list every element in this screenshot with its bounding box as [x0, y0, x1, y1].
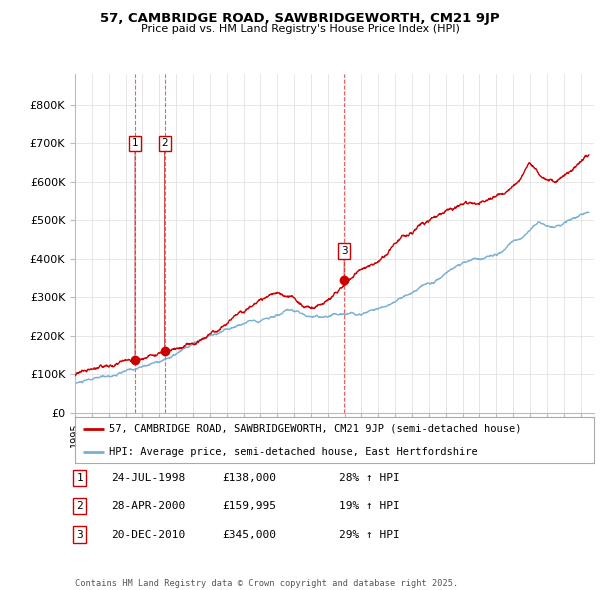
Text: 24-JUL-1998: 24-JUL-1998: [111, 473, 185, 483]
Text: 20-DEC-2010: 20-DEC-2010: [111, 530, 185, 539]
Text: HPI: Average price, semi-detached house, East Hertfordshire: HPI: Average price, semi-detached house,…: [109, 447, 478, 457]
Text: 29% ↑ HPI: 29% ↑ HPI: [339, 530, 400, 539]
Text: 19% ↑ HPI: 19% ↑ HPI: [339, 502, 400, 511]
Text: 3: 3: [341, 246, 347, 256]
Text: £159,995: £159,995: [222, 502, 276, 511]
Text: 57, CAMBRIDGE ROAD, SAWBRIDGEWORTH, CM21 9JP: 57, CAMBRIDGE ROAD, SAWBRIDGEWORTH, CM21…: [100, 12, 500, 25]
Text: Price paid vs. HM Land Registry's House Price Index (HPI): Price paid vs. HM Land Registry's House …: [140, 24, 460, 34]
Text: 1: 1: [131, 138, 139, 148]
Text: 2: 2: [76, 502, 83, 511]
Text: 28-APR-2000: 28-APR-2000: [111, 502, 185, 511]
Text: 1: 1: [76, 473, 83, 483]
Text: 57, CAMBRIDGE ROAD, SAWBRIDGEWORTH, CM21 9JP (semi-detached house): 57, CAMBRIDGE ROAD, SAWBRIDGEWORTH, CM21…: [109, 424, 521, 434]
Text: 28% ↑ HPI: 28% ↑ HPI: [339, 473, 400, 483]
Text: 3: 3: [76, 530, 83, 539]
Text: Contains HM Land Registry data © Crown copyright and database right 2025.
This d: Contains HM Land Registry data © Crown c…: [75, 579, 458, 590]
Text: 2: 2: [161, 138, 168, 148]
Text: £138,000: £138,000: [222, 473, 276, 483]
Text: £345,000: £345,000: [222, 530, 276, 539]
